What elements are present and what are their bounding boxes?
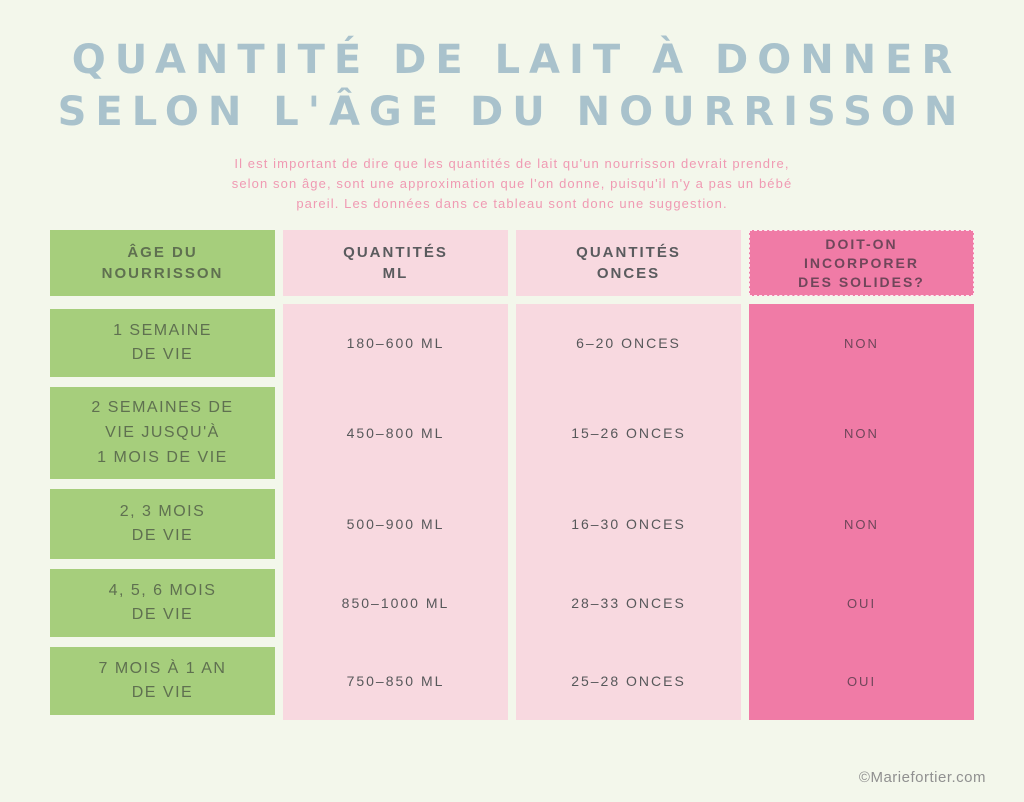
solides-cell: NON — [749, 382, 974, 485]
ml-cell: 850–1000 ML — [283, 564, 508, 643]
onces-cell: 16–30 ONCES — [516, 484, 741, 565]
age-cell: 1 SEMAINE DE VIE — [50, 309, 275, 378]
table-header-row: ÂGE DU NOURRISSON QUANTITÉS ML QUANTITÉS… — [50, 230, 974, 297]
milk-quantity-table: ÂGE DU NOURRISSON QUANTITÉS ML QUANTITÉS… — [50, 230, 974, 721]
copyright-credit: ©Mariefortier.com — [858, 769, 986, 786]
header-quantites-ml: QUANTITÉS ML — [283, 230, 508, 297]
age-cell: 7 MOIS À 1 AN DE VIE — [50, 647, 275, 716]
onces-cell: 15–26 ONCES — [516, 382, 741, 485]
header-age: ÂGE DU NOURRISSON — [50, 230, 275, 297]
subtitle-text: Il est important de dire que les quantit… — [231, 156, 793, 212]
age-cell: 2, 3 MOIS DE VIE — [50, 489, 275, 560]
onces-cell: 25–28 ONCES — [516, 642, 741, 721]
age-cell: 4, 5, 6 MOIS DE VIE — [50, 569, 275, 638]
header-solides: DOIT-ON INCORPORER DES SOLIDES? — [749, 230, 974, 297]
ml-cell: 750–850 ML — [283, 642, 508, 721]
header-quantites-onces: QUANTITÉS ONCES — [516, 230, 741, 297]
page-title: QUANTITÉ DE LAIT À DONNER SELON L'ÂGE DU… — [57, 37, 967, 135]
ml-cell: 180–600 ML — [283, 304, 508, 383]
onces-cell: 28–33 ONCES — [516, 564, 741, 643]
solides-cell: NON — [749, 484, 974, 565]
onces-cell: 6–20 ONCES — [516, 304, 741, 383]
table-body: 1 SEMAINE DE VIE 180–600 ML 6–20 ONCES N… — [50, 304, 974, 721]
solides-cell: OUI — [749, 642, 974, 721]
age-cell: 2 SEMAINES DE VIE JUSQU'À 1 MOIS DE VIE — [50, 387, 275, 480]
solides-cell: OUI — [749, 564, 974, 643]
solides-cell: NON — [749, 304, 974, 383]
ml-cell: 450–800 ML — [283, 382, 508, 485]
ml-cell: 500–900 ML — [283, 484, 508, 565]
